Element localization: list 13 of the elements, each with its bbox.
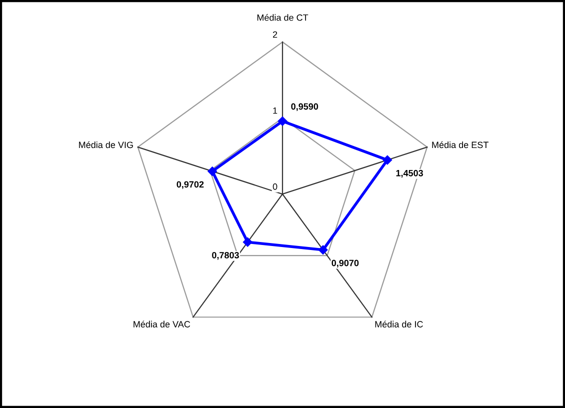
data-label: 0,9070: [332, 260, 359, 268]
y-tick-label: 1: [273, 107, 278, 114]
data-label: 0,9590: [291, 103, 318, 111]
data-label: 0,7803: [212, 252, 239, 260]
data-label: 1,4503: [396, 170, 424, 178]
y-tick-label: 0: [272, 183, 278, 190]
spoke-label: Média de CT: [257, 14, 308, 21]
data-label: 0,9702: [176, 181, 204, 189]
spoke-label: Média de VAC: [134, 320, 190, 328]
y-tick-label: 2: [272, 31, 278, 38]
spoke-label: Média de VIG: [79, 141, 133, 148]
spoke-label: Média de IC: [375, 320, 423, 328]
spoke-label: Média de EST: [432, 141, 488, 148]
